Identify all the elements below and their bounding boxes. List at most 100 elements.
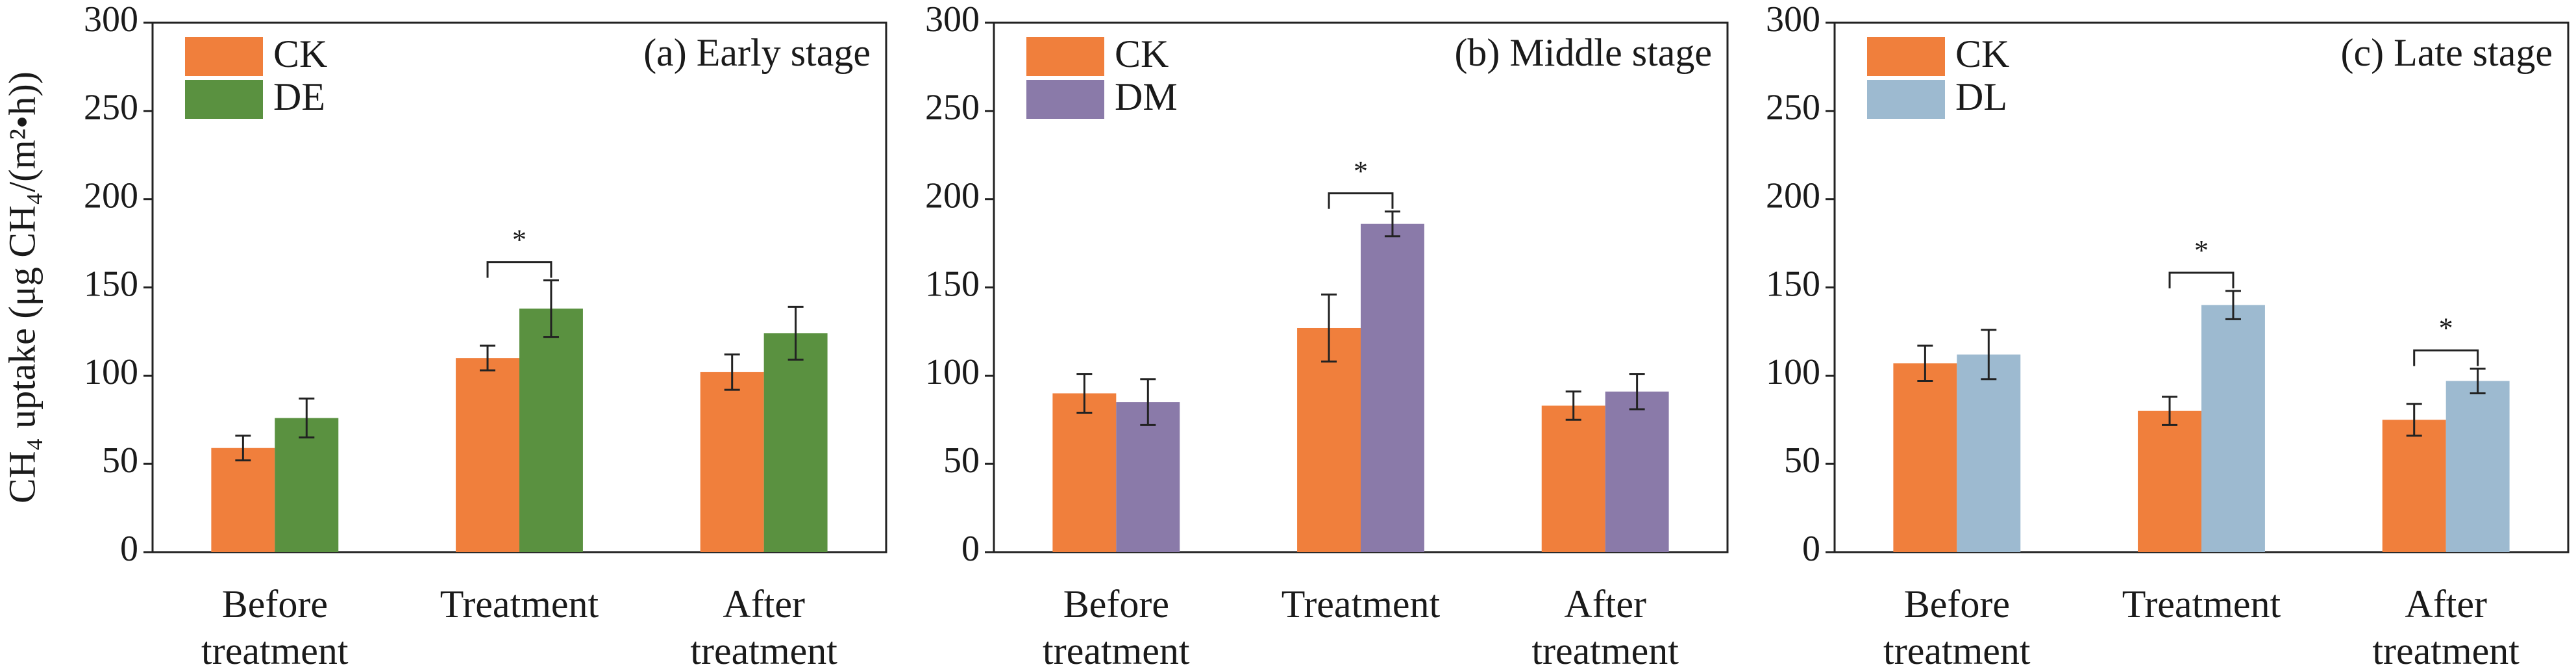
legend-label: DL [1955,75,2007,118]
x-tick-label-line: After [723,583,805,626]
bar [211,448,275,552]
bar [1605,391,1669,552]
error-bar [787,305,804,361]
x-tick-label: Treatment [2122,583,2281,626]
x-tick-label-line: treatment [2372,629,2520,671]
y-tick-label: 0 [1802,529,1820,569]
y-tick-label: 300 [1766,0,1820,40]
bar [1893,363,1957,552]
bar [456,358,519,552]
bar [1297,327,1361,552]
y-tick-label: 250 [84,88,138,128]
y-tick-label: 200 [1766,176,1820,216]
legend-swatch [185,80,263,119]
x-tick-label-line: treatment [1043,629,1190,671]
bar [700,372,764,552]
x-tick-label-line: treatment [1883,629,2031,671]
y-tick-label: 50 [943,440,980,481]
error-bar [1384,210,1400,238]
legend-swatch [1867,37,1945,76]
legend-swatch [1867,80,1945,119]
bar [2446,381,2510,552]
x-tick-label-line: treatment [201,629,349,671]
x-tick-label: After treatment [690,583,837,671]
y-tick-label: 250 [925,88,980,128]
legend-label: DE [273,75,325,118]
bar [519,309,583,552]
y-tick-label: 150 [84,264,138,304]
error-bar [299,398,315,438]
error-bar [1140,378,1156,426]
y-tick-label: 300 [925,0,980,40]
error-bar [1629,373,1645,411]
x-tick-label-line: treatment [1531,629,1679,671]
bar [763,333,828,552]
panel-title: (b) Middle stage [1454,31,1712,74]
y-tick-label: 150 [1766,264,1820,304]
legend-label: CK [1955,32,2009,75]
y-tick-label: 100 [1766,352,1820,392]
error-bar [2162,396,2178,426]
y-tick-label: 0 [961,529,980,569]
error-bar [1321,293,1337,363]
legend-swatch [1026,80,1104,119]
error-bar [1981,329,1997,381]
significance-bracket [2413,349,2479,366]
x-tick-label-line: Before [1063,583,1169,626]
y-axis-label: CH₄ uptake (μg CH₄/(m²•h)) [1,71,43,503]
panel-title: (a) Early stage [643,31,871,74]
significance-bracket [1328,192,1394,209]
x-tick-label: Treatment [440,583,599,626]
legend-swatch [185,37,263,76]
bar [1541,405,1605,552]
significance-bracket [2168,272,2235,288]
y-tick-label: 250 [1766,88,1820,128]
error-bar [724,353,740,391]
x-tick-label-line: After [1564,583,1646,626]
x-tick-label: After treatment [2372,583,2520,671]
y-tick-label: 300 [84,0,138,40]
error-bar [1917,344,1933,382]
error-bar [543,279,559,338]
x-tick-label: Treatment [1282,583,1441,626]
error-bar [2406,403,2422,437]
y-tick-label: 100 [84,352,138,392]
bar [1116,402,1180,552]
bar [2138,411,2201,552]
error-bar [480,344,496,372]
bar [2382,420,2446,552]
error-bar [235,435,251,462]
y-tick-label: 200 [925,176,980,216]
bar [1361,223,1424,552]
x-tick-label-line: treatment [690,629,837,671]
x-tick-label-line: Before [222,583,328,626]
bar [1957,354,2021,552]
error-bar [2470,367,2486,394]
legend-label: CK [273,32,327,75]
y-tick-label: 50 [1784,440,1820,481]
error-bar [2225,290,2241,320]
significance-label: * [2194,234,2209,266]
significance-label: * [1354,155,1368,187]
x-tick-label-line: Before [1904,583,2010,626]
significance-label: * [512,224,526,256]
y-tick-label: 100 [925,352,980,392]
panel-title: (c) Late stage [2341,31,2553,74]
y-tick-label: 0 [120,529,138,569]
significance-label: * [2439,312,2453,344]
x-tick-label-line: After [2405,583,2487,626]
y-tick-label: 150 [925,264,980,304]
x-tick-label: Before treatment [201,583,349,671]
significance-bracket [486,261,552,278]
legend-swatch [1026,37,1104,76]
bar [275,418,339,552]
legend-label: DM [1115,75,1178,118]
error-bar [1076,373,1093,414]
bar [1052,393,1117,552]
x-tick-label: Before treatment [1043,583,1190,671]
bar [2201,305,2265,552]
y-tick-label: 200 [84,176,138,216]
legend-label: CK [1115,32,1169,75]
x-tick-label: Before treatment [1883,583,2031,671]
